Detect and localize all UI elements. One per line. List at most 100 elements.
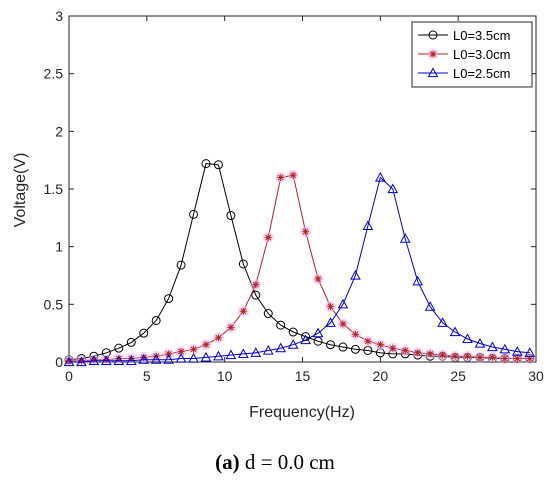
data-point (374, 339, 386, 351)
data-point (424, 301, 436, 311)
y-tick-label: 0 (55, 354, 63, 370)
legend: L0=3.5cm L0=3.0cm L0=2.5cm (411, 21, 533, 88)
data-point (449, 326, 461, 337)
y-tick-label: 1.5 (44, 181, 64, 197)
data-point (524, 347, 536, 357)
data-point (225, 349, 237, 360)
x-tick-label: 15 (295, 368, 311, 384)
data-point (412, 275, 424, 286)
data-point (437, 349, 449, 361)
data-point (275, 171, 287, 183)
data-point (237, 348, 249, 359)
caption-text: d = 0.0 cm (239, 450, 335, 474)
data-point (125, 355, 137, 365)
data-point (412, 347, 424, 359)
data-point (250, 279, 262, 291)
data-point (312, 327, 324, 338)
data-point (474, 351, 486, 363)
data-point (287, 339, 299, 349)
data-point (300, 226, 312, 238)
data-point (287, 169, 299, 181)
data-point (427, 67, 439, 78)
data-point (188, 353, 199, 363)
data-point (76, 356, 87, 367)
data-point (101, 355, 112, 365)
figure-caption: (a) d = 0.0 cm (0, 450, 550, 475)
data-point (213, 160, 223, 170)
data-point (462, 350, 474, 362)
data-point (164, 294, 174, 304)
y-tick-label: 2.5 (44, 66, 64, 82)
data-point (262, 344, 274, 355)
data-point (428, 30, 438, 40)
data-point (226, 211, 236, 221)
data-point (150, 354, 162, 364)
data-point (150, 350, 162, 362)
data-point (487, 341, 498, 352)
legend-entry: L0=2.5cm (418, 66, 510, 81)
data-point (251, 290, 261, 300)
data-point (188, 343, 200, 355)
data-point (424, 348, 436, 360)
data-point (337, 318, 349, 330)
data-point (63, 356, 75, 367)
chart: 0 5 10 15 20 25 30 0 0.5 1 1.5 2 2.5 3 L0=3.5cm L0=3.0… (12, 8, 544, 421)
data-point (113, 355, 125, 365)
data-point (462, 333, 473, 344)
data-point (338, 342, 348, 352)
legend-label: L0=2.5cm (453, 66, 510, 81)
series-layer (63, 159, 536, 367)
data-point (262, 231, 274, 243)
y-axis-label: Voltage(V) (12, 153, 29, 228)
x-tick-label: 20 (373, 368, 389, 384)
legend-label: L0=3.0cm (453, 47, 510, 62)
data-point (250, 347, 262, 357)
data-point (275, 342, 287, 353)
data-point (225, 321, 237, 333)
x-axis-label: Frequency(Hz) (249, 404, 355, 421)
y-tick-label: 3 (55, 8, 63, 24)
data-point (163, 348, 175, 360)
data-point (350, 269, 361, 280)
data-point (399, 233, 411, 243)
data-point (387, 183, 399, 194)
data-point (337, 298, 349, 309)
data-point (325, 317, 336, 327)
data-point (349, 328, 361, 340)
data-point (325, 301, 337, 313)
data-point (486, 351, 498, 363)
y-tick-label: 0.5 (44, 296, 64, 312)
data-point (263, 309, 273, 319)
data-point (449, 350, 461, 362)
data-point (437, 317, 448, 327)
data-point (200, 351, 212, 362)
data-point (175, 353, 187, 363)
data-point (276, 320, 286, 330)
data-point (189, 209, 199, 219)
data-point (163, 354, 174, 364)
data-point (499, 343, 511, 354)
legend-entry: L0=3.0cm (418, 47, 510, 62)
data-point (175, 346, 187, 358)
data-point (237, 305, 249, 317)
caption-label: (a) (215, 450, 240, 474)
data-point (88, 355, 100, 365)
data-point (326, 340, 336, 350)
data-point (427, 48, 439, 60)
legend-entry: L0=3.5cm (418, 28, 510, 43)
data-point (238, 259, 248, 269)
y-tick-label: 1 (55, 239, 63, 255)
data-point (312, 273, 324, 285)
x-tick-label: 10 (217, 368, 233, 384)
data-point (212, 332, 224, 344)
data-point (387, 342, 399, 354)
data-point (200, 339, 212, 351)
x-tick-label: 5 (143, 368, 151, 384)
data-point (362, 335, 374, 347)
data-point (139, 328, 149, 338)
data-point (499, 353, 511, 365)
data-point (126, 337, 136, 347)
data-point (213, 350, 224, 361)
data-point (474, 338, 486, 348)
data-point (288, 327, 298, 337)
